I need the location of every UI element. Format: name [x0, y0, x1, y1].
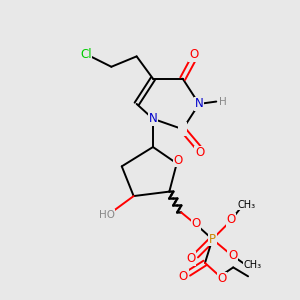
- Text: H: H: [219, 97, 227, 106]
- Text: O: O: [228, 249, 237, 262]
- Text: O: O: [179, 270, 188, 283]
- Text: O: O: [218, 272, 227, 285]
- Text: N: N: [195, 98, 203, 110]
- Text: O: O: [195, 146, 204, 160]
- Text: Cl: Cl: [80, 48, 92, 62]
- Text: O: O: [186, 252, 195, 265]
- Text: O: O: [191, 217, 201, 230]
- Text: HO: HO: [99, 210, 115, 220]
- Text: N: N: [148, 112, 157, 125]
- Text: O: O: [189, 48, 198, 62]
- Text: O: O: [226, 213, 236, 226]
- Text: P: P: [209, 233, 216, 246]
- Text: CH₃: CH₃: [238, 200, 256, 210]
- Text: CH₃: CH₃: [244, 260, 262, 270]
- Text: O: O: [174, 154, 183, 167]
